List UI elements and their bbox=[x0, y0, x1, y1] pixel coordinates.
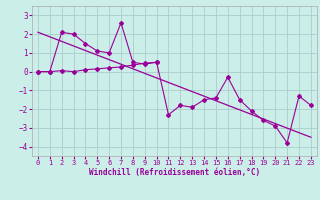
X-axis label: Windchill (Refroidissement éolien,°C): Windchill (Refroidissement éolien,°C) bbox=[89, 168, 260, 177]
